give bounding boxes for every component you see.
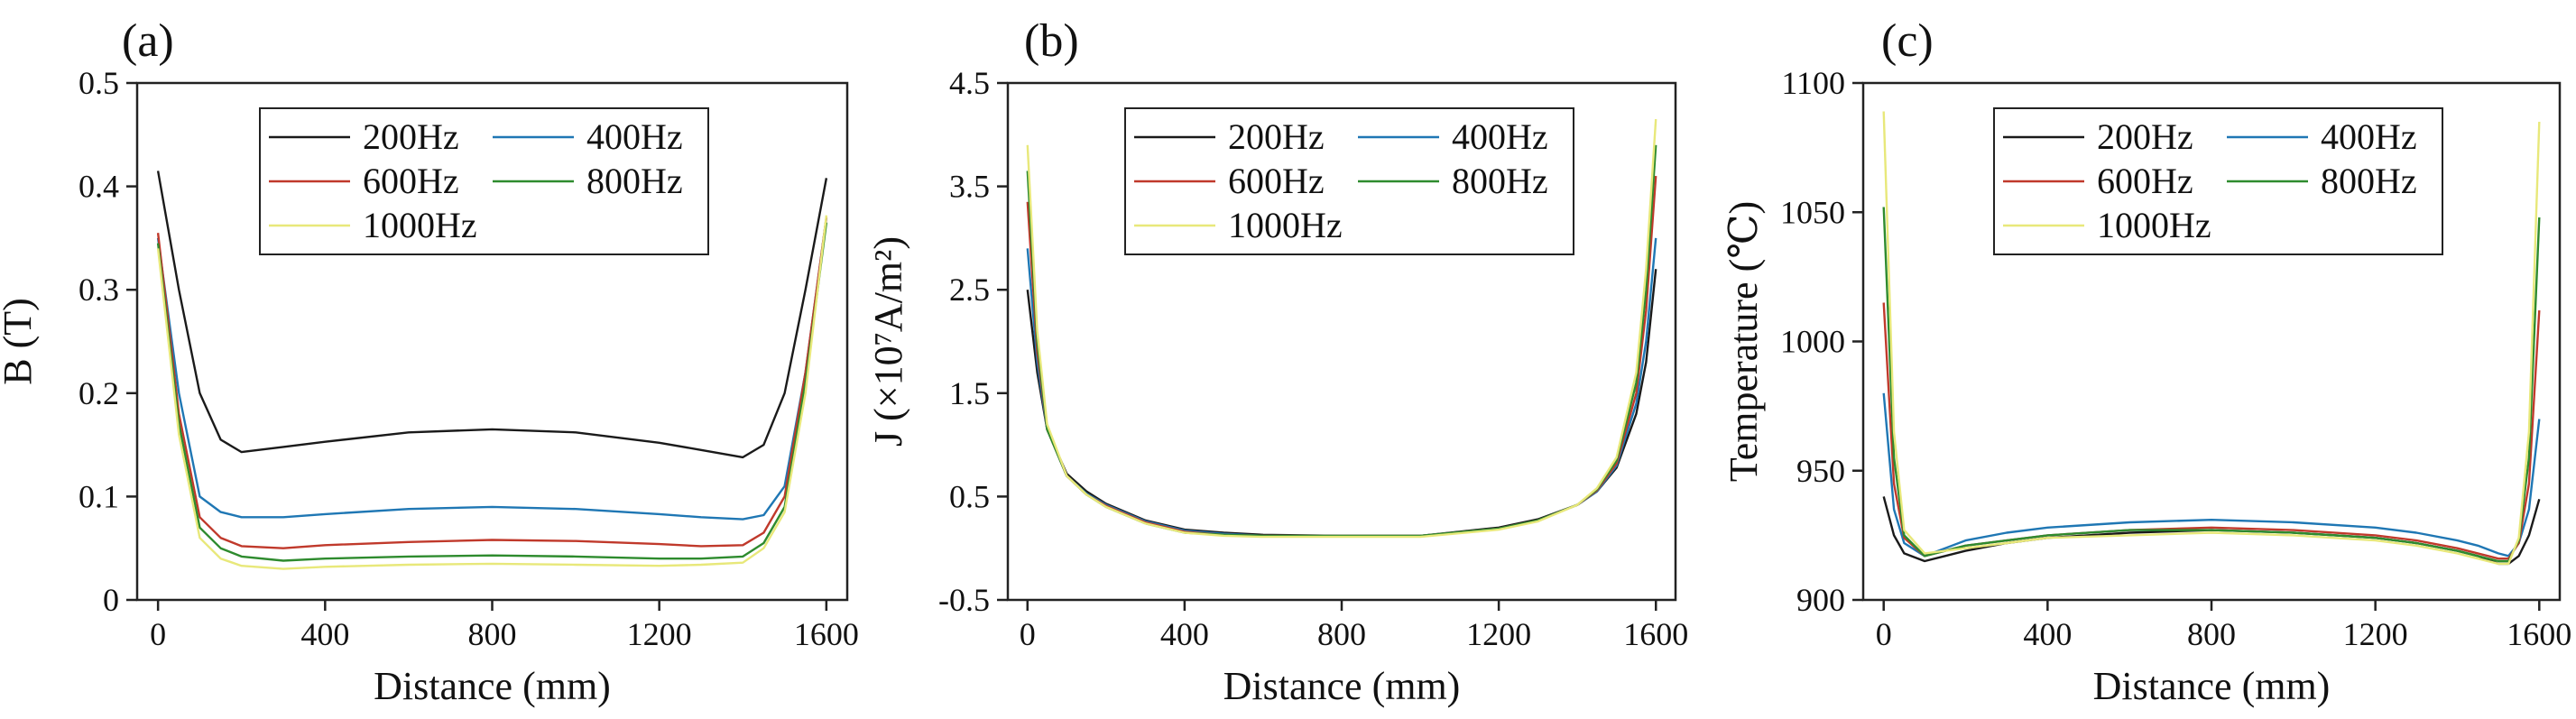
series-line-1000Hz xyxy=(1882,111,2541,566)
y-tick-label: 950 xyxy=(1796,453,1845,489)
series-line-200Hz xyxy=(1026,269,1657,538)
chart-panel-1: 0 400 800 1200 1600 0 0.1 0.2 0.3 0.4 0.5 Distance … xyxy=(0,15,859,708)
legend-label: 800Hz xyxy=(2321,161,2417,201)
legend-label: 600Hz xyxy=(1228,161,1325,201)
x-tick-label: 1200 xyxy=(1466,616,1531,652)
series-line-800Hz xyxy=(156,222,828,562)
chart-panel-3: 0 400 800 1200 1600 900 950 1000 1050 1100 Distanc… xyxy=(1722,15,2571,708)
panel-label: (a) xyxy=(122,15,174,67)
legend-label: 200Hz xyxy=(363,116,459,157)
legend-label: 1000Hz xyxy=(2097,205,2211,245)
legend-label: 1000Hz xyxy=(1228,205,1343,245)
y-tick-label: 0.4 xyxy=(78,169,119,205)
y-axis-label: B (T) xyxy=(0,298,40,385)
y-tick-label: 0.5 xyxy=(78,65,119,101)
legend-label: 200Hz xyxy=(1228,116,1325,157)
x-axis-label: Distance (mm) xyxy=(374,664,611,708)
legend-label: 400Hz xyxy=(1452,116,1548,157)
y-tick-label: 0.2 xyxy=(78,375,119,411)
y-tick-label: 0.3 xyxy=(78,272,119,308)
legend-label: 800Hz xyxy=(586,161,683,201)
legend-label: 400Hz xyxy=(586,116,683,157)
x-tick-label: 0 xyxy=(1020,616,1036,652)
legend-label: 800Hz xyxy=(1452,161,1548,201)
x-tick-label: 1600 xyxy=(2507,616,2571,652)
legend-label: 400Hz xyxy=(2321,116,2417,157)
x-tick-label: 0 xyxy=(150,616,166,652)
legend-label: 1000Hz xyxy=(363,205,477,245)
x-tick-label: 0 xyxy=(1876,616,1892,652)
y-tick-label: 1100 xyxy=(1781,65,1845,101)
x-axis-label: Distance (mm) xyxy=(1223,664,1461,708)
y-axis-label: J (×10⁷A/m²) xyxy=(866,236,910,447)
x-axis-label: Distance (mm) xyxy=(2093,664,2331,708)
legend-label: 200Hz xyxy=(2097,116,2193,157)
x-tick-label: 1600 xyxy=(1623,616,1688,652)
x-tick-label: 400 xyxy=(300,616,349,652)
series-line-200Hz xyxy=(156,171,828,459)
series-line-800Hz xyxy=(1882,207,2541,563)
y-tick-label: 1050 xyxy=(1780,194,1845,230)
panel-label: (c) xyxy=(1881,15,1934,67)
x-tick-label: 400 xyxy=(1160,616,1209,652)
y-tick-label: 1000 xyxy=(1780,324,1845,360)
series-line-1000Hz xyxy=(1026,119,1657,539)
x-tick-label: 800 xyxy=(1317,616,1366,652)
y-tick-label: 1.5 xyxy=(949,375,990,411)
y-tick-label: 0 xyxy=(103,582,119,618)
series-line-400Hz xyxy=(1026,237,1657,538)
x-tick-label: 400 xyxy=(2023,616,2072,652)
series-line-400Hz xyxy=(1882,392,2541,558)
series-line-1000Hz xyxy=(156,215,828,570)
x-tick-label: 1200 xyxy=(627,616,692,652)
legend-label: 600Hz xyxy=(2097,161,2193,201)
y-tick-label: 4.5 xyxy=(949,65,990,101)
y-tick-label: 3.5 xyxy=(949,169,990,205)
x-tick-label: 1600 xyxy=(794,616,859,652)
y-tick-label: 2.5 xyxy=(949,272,990,308)
y-axis-label: Temperature (℃) xyxy=(1722,201,1766,482)
legend-label: 600Hz xyxy=(363,161,459,201)
y-tick-label: 0.5 xyxy=(949,478,990,514)
y-tick-label: -0.5 xyxy=(938,582,990,618)
series-line-400Hz xyxy=(156,217,828,521)
x-tick-label: 800 xyxy=(2187,616,2236,652)
series-line-600Hz xyxy=(156,217,828,549)
y-tick-label: 0.1 xyxy=(78,478,119,514)
chart-panel-2: 0 400 800 1200 1600 -0.5 0.5 1.5 2.5 3.5 4.5 Distan… xyxy=(866,15,1688,708)
y-tick-label: 900 xyxy=(1796,582,1845,618)
x-tick-label: 1200 xyxy=(2343,616,2408,652)
x-tick-label: 800 xyxy=(468,616,517,652)
panel-label: (b) xyxy=(1024,15,1079,67)
